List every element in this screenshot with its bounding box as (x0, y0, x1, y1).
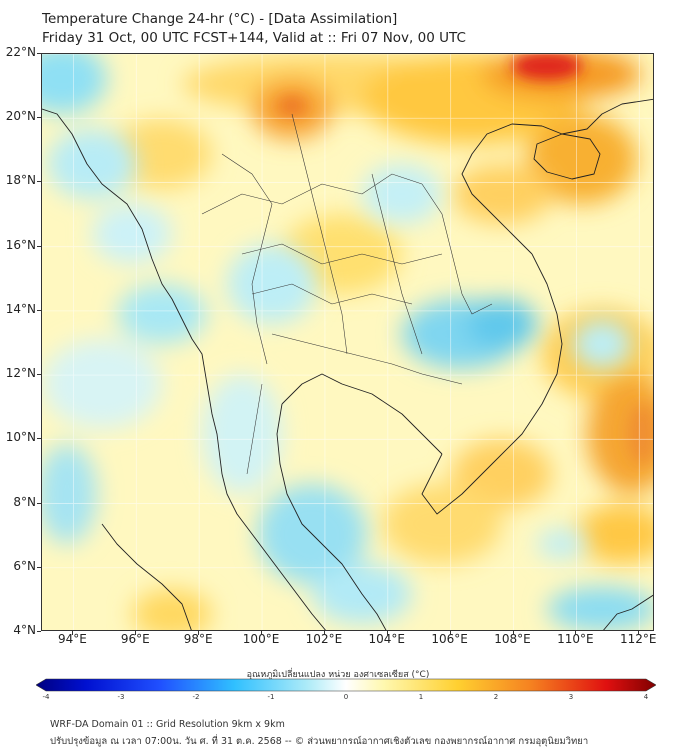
colorbar-tick-label: -1 (267, 693, 275, 701)
lat-tick (37, 309, 41, 311)
lat-label: 14°N (5, 301, 36, 316)
lat-tick (37, 566, 41, 568)
lon-tick (323, 631, 325, 635)
colorbar-tick-label: -4 (42, 693, 50, 701)
lat-tick (37, 374, 41, 376)
model-info: WRF-DA Domain 01 :: Grid Resolution 9km … (50, 719, 285, 730)
lat-label: 12°N (5, 366, 36, 381)
lat-label: 20°N (5, 109, 36, 124)
lon-label: 96°E (120, 632, 150, 646)
lat-tick (37, 53, 41, 54)
colorbar-tick-label: 0 (343, 693, 349, 701)
lon-label: 112°E (620, 632, 657, 646)
lon-tick (72, 631, 74, 635)
lon-tick (512, 631, 514, 635)
lon-label: 98°E (183, 632, 213, 646)
admin-borders (201, 113, 493, 475)
map-title: Temperature Change 24-hr (°C) - [Data As… (42, 11, 398, 27)
lon-label: 94°E (57, 632, 87, 646)
lon-tick (575, 631, 577, 635)
lon-label: 110°E (557, 632, 594, 646)
temperature-map (41, 53, 654, 631)
lat-label: 16°N (5, 237, 36, 252)
lat-tick (37, 631, 41, 632)
lat-tick (37, 117, 41, 119)
colorbar-ramp (36, 678, 656, 692)
lon-tick (261, 631, 263, 635)
lat-label: 4°N (13, 623, 36, 637)
credit-line: ปรับปรุงข้อมูล ณ เวลา 07:00น. วัน ศ. ที่… (50, 736, 589, 747)
colorbar-title: อุณหภูมิเปลี่ยนแปลง หน่วย องศาเซลเซียส (… (246, 670, 430, 680)
lon-label: 100°E (242, 632, 280, 646)
cool-anomaly-layer (42, 54, 653, 630)
lon-tick (386, 631, 388, 635)
lon-label: 104°E (368, 632, 406, 646)
coastlines (42, 98, 653, 630)
lon-label: 102°E (305, 632, 343, 646)
hot-anomaly-layer (278, 54, 653, 464)
lat-tick (37, 502, 41, 504)
lat-label: 6°N (13, 558, 36, 573)
lon-tick (449, 631, 451, 635)
lon-tick (135, 631, 137, 635)
colorbar-tick-label: 4 (643, 693, 649, 701)
lat-label: 22°N (5, 45, 36, 59)
lat-tick (37, 438, 41, 440)
lon-label: 108°E (494, 632, 531, 646)
graticule-lines (42, 54, 653, 630)
lon-tick (198, 631, 200, 635)
lat-label: 8°N (13, 494, 36, 509)
lat-label: 10°N (5, 430, 36, 445)
map-canvas (42, 54, 653, 630)
lon-label: 106°E (431, 632, 468, 646)
colorbar-tick-label: -3 (117, 693, 125, 701)
colorbar-tick-label: -2 (192, 693, 200, 701)
lat-tick (37, 245, 41, 247)
map-subtitle: Friday 31 Oct, 00 UTC FCST+144, Valid at… (42, 30, 466, 46)
lat-tick (37, 181, 41, 183)
colorbar (36, 678, 656, 692)
lon-tick (638, 631, 640, 635)
colorbar-tick-label: 1 (418, 693, 424, 701)
colorbar-tick-label: 2 (493, 693, 499, 701)
colorbar-tick-label: 3 (568, 693, 574, 701)
lat-label: 18°N (5, 173, 36, 188)
